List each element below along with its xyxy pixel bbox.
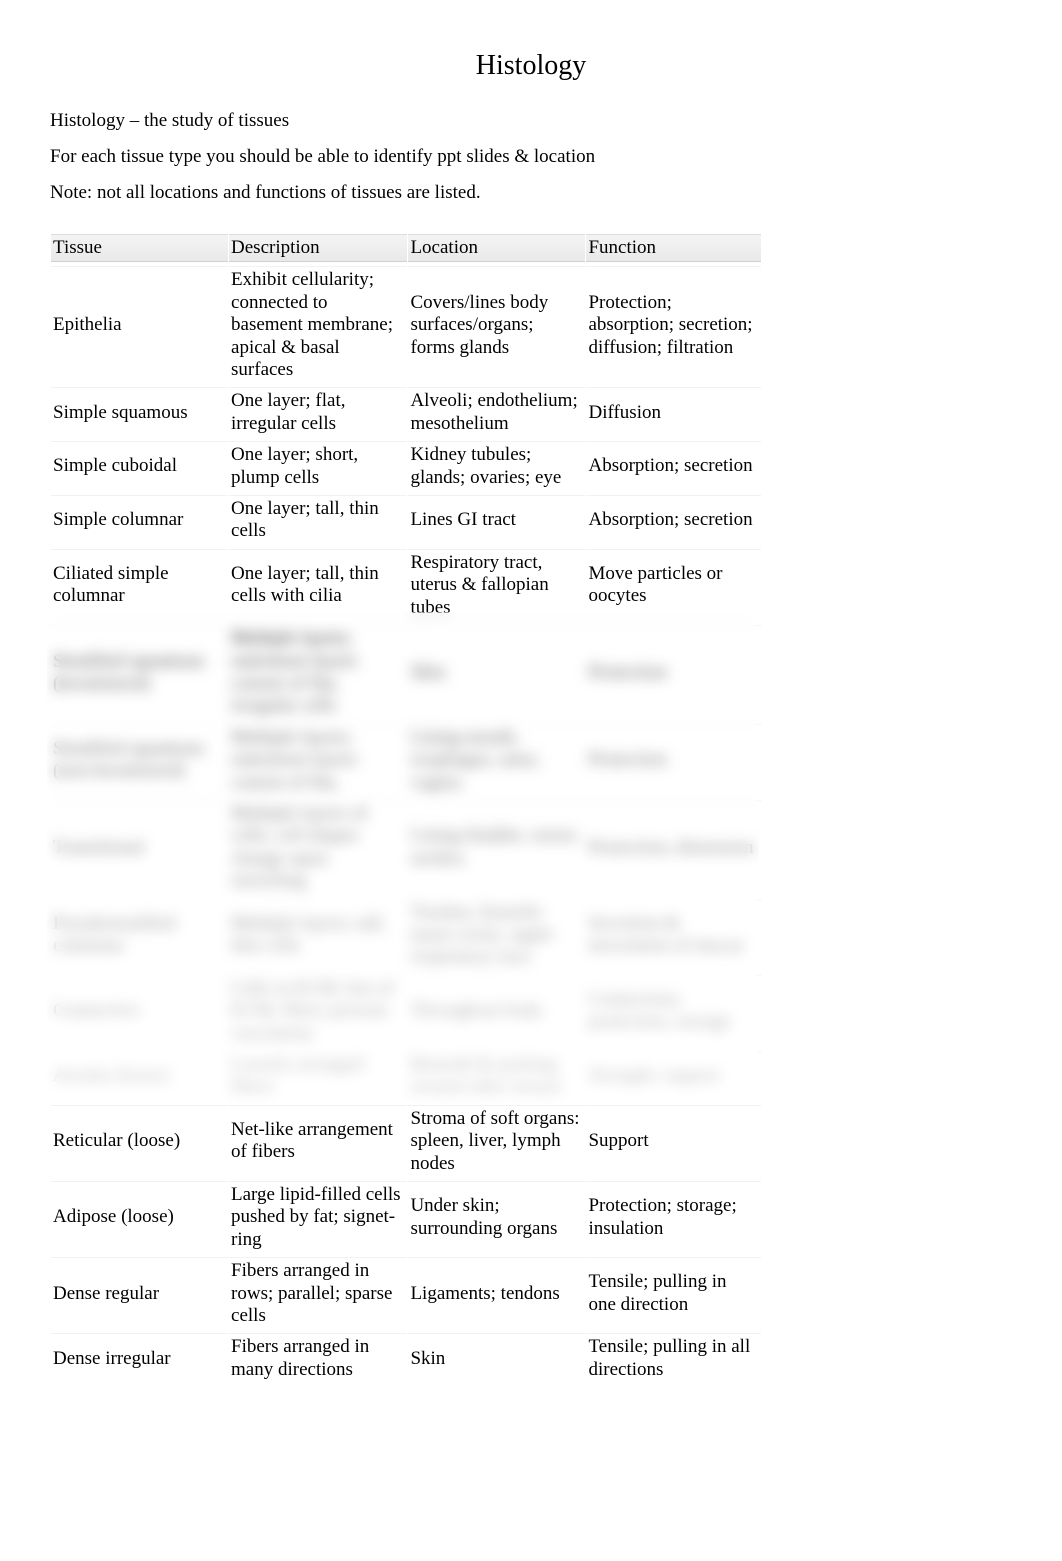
cell-function: Protection; absorption; secretion; diffu… xyxy=(586,266,761,383)
intro-line-1: Histology – the study of tissues xyxy=(50,110,1012,132)
table-header-row: Tissue Description Location Function xyxy=(51,234,761,262)
table-row: Ciliated simple columnarOne layer; tall,… xyxy=(51,549,761,621)
cell-description: Loosely arranged fibers xyxy=(229,1051,407,1101)
note-line: Note: not all locations and functions of… xyxy=(50,182,1012,204)
table-row: Pseudostratified columnarMultiple layers… xyxy=(51,899,761,971)
cell-function: Tensile; pulling in all directions xyxy=(586,1333,761,1383)
cell-tissue: Ciliated simple columnar xyxy=(51,549,228,621)
table-row: ConnectiveCells in ECM; lots of ECM; fib… xyxy=(51,975,761,1047)
intro-line-2: For each tissue type you should be able … xyxy=(50,146,1012,168)
cell-tissue: Connective xyxy=(51,975,228,1047)
cell-description: Multiple layers; outermost layers consis… xyxy=(229,724,407,796)
cell-tissue: Areolar (loose) xyxy=(51,1051,228,1101)
table-row: Dense irregularFibers arranged in many d… xyxy=(51,1333,761,1383)
table-row: Areolar (loose)Loosely arranged fibersBe… xyxy=(51,1051,761,1101)
cell-tissue: Reticular (loose) xyxy=(51,1105,228,1177)
table-row: Simple cuboidalOne layer; short, plump c… xyxy=(51,441,761,491)
cell-location: Covers/lines body surfaces/organs; forms… xyxy=(408,266,585,383)
cell-location: Beneath & packing around other tissues xyxy=(408,1051,585,1101)
cell-function: Diffusion xyxy=(586,387,761,437)
cell-location: Lining bladder, ureter, urethra xyxy=(408,800,585,895)
cell-function: Tensile; pulling in one direction xyxy=(586,1257,761,1329)
cell-function: Support xyxy=(586,1105,761,1177)
cell-location: Respiratory tract, uterus & fallopian tu… xyxy=(408,549,585,621)
table-row: EpitheliaExhibit cellularity; connected … xyxy=(51,266,761,383)
cell-description: Large lipid-filled cells pushed by fat; … xyxy=(229,1181,407,1253)
col-header-tissue: Tissue xyxy=(51,234,228,262)
cell-location: Ligaments; tendons xyxy=(408,1257,585,1329)
cell-location: Kidney tubules; glands; ovaries; eye xyxy=(408,441,585,491)
cell-tissue: Transitional xyxy=(51,800,228,895)
cell-location: Alveoli; endothelium; mesothelium xyxy=(408,387,585,437)
cell-tissue: Adipose (loose) xyxy=(51,1181,228,1253)
cell-tissue: Stratified squamous (non-keratinized) xyxy=(51,724,228,796)
cell-function: Strength; support xyxy=(586,1051,761,1101)
cell-description: One layer; tall, thin cells with cilia xyxy=(229,549,407,621)
cell-location: Trachea, bronchi; nasal cavity; upper re… xyxy=(408,899,585,971)
cell-location: Skin xyxy=(408,1333,585,1383)
cell-tissue: Simple squamous xyxy=(51,387,228,437)
cell-function: Absorption; secretion xyxy=(586,441,761,491)
cell-tissue: Epithelia xyxy=(51,266,228,383)
cell-function: Protection xyxy=(586,724,761,796)
cell-description: One layer; flat, irregular cells xyxy=(229,387,407,437)
cell-function: Absorption; secretion xyxy=(586,495,761,545)
table-row: Stratified squamous (non-keratinized)Mul… xyxy=(51,724,761,796)
table-row: Dense regularFibers arranged in rows; pa… xyxy=(51,1257,761,1329)
table-row: Simple squamousOne layer; flat, irregula… xyxy=(51,387,761,437)
cell-tissue: Dense regular xyxy=(51,1257,228,1329)
cell-tissue: Dense irregular xyxy=(51,1333,228,1383)
cell-description: Cells in ECM; lots of ECM; fibers presen… xyxy=(229,975,407,1047)
table-row: Simple columnarOne layer; tall, thin cel… xyxy=(51,495,761,545)
col-header-location: Location xyxy=(408,234,585,262)
cell-function: Protection; storage; insulation xyxy=(586,1181,761,1253)
table-row: TransitionalMultiple layers of cells; ce… xyxy=(51,800,761,895)
col-header-description: Description xyxy=(229,234,407,262)
cell-description: Fibers arranged in many directions xyxy=(229,1333,407,1383)
cell-tissue: Simple cuboidal xyxy=(51,441,228,491)
cell-function: Protection xyxy=(586,625,761,720)
page-title: Histology xyxy=(50,50,1012,82)
cell-description: Multiple layers; tall, thin cells xyxy=(229,899,407,971)
cell-location: Skin xyxy=(408,625,585,720)
table-body: EpitheliaExhibit cellularity; connected … xyxy=(51,266,761,1383)
cell-description: Exhibit cellularity; connected to baseme… xyxy=(229,266,407,383)
cell-description: Fibers arranged in rows; parallel; spars… xyxy=(229,1257,407,1329)
cell-location: Under skin; surrounding organs xyxy=(408,1181,585,1253)
cell-function: Secretion & movement of mucus xyxy=(586,899,761,971)
cell-description: One layer; short, plump cells xyxy=(229,441,407,491)
cell-description: One layer; tall, thin cells xyxy=(229,495,407,545)
cell-function: Move particles or oocytes xyxy=(586,549,761,621)
page: Histology Histology – the study of tissu… xyxy=(0,0,1062,1561)
cell-function: Connection; protection; storage xyxy=(586,975,761,1047)
col-header-function: Function xyxy=(586,234,761,262)
cell-location: Lines GI tract xyxy=(408,495,585,545)
table-row: Reticular (loose)Net-like arrangement of… xyxy=(51,1105,761,1177)
tissue-table: Tissue Description Location Function Epi… xyxy=(50,230,762,1387)
cell-location: Stroma of soft organs: spleen, liver, ly… xyxy=(408,1105,585,1177)
table-row: Adipose (loose)Large lipid-filled cells … xyxy=(51,1181,761,1253)
cell-description: Multiple layers of cells; cell shapes ch… xyxy=(229,800,407,895)
cell-description: Net-like arrangement of fibers xyxy=(229,1105,407,1177)
cell-location: Lining mouth, esophagus; anus; vagina xyxy=(408,724,585,796)
cell-tissue: Pseudostratified columnar xyxy=(51,899,228,971)
cell-function: Protection; distension xyxy=(586,800,761,895)
table-row: Stratified squamous (keratinized)Multipl… xyxy=(51,625,761,720)
cell-tissue: Simple columnar xyxy=(51,495,228,545)
cell-location: Throughout body xyxy=(408,975,585,1047)
cell-description: Multiple layers; outermost layers consis… xyxy=(229,625,407,720)
cell-tissue: Stratified squamous (keratinized) xyxy=(51,625,228,720)
